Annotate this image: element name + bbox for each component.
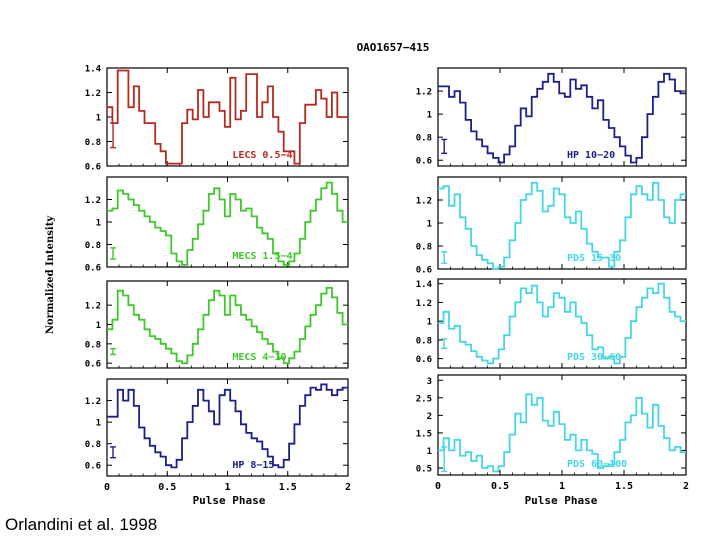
y-tick-label: 0.6	[416, 266, 432, 276]
y-tick-label: 0.8	[85, 241, 101, 251]
panel-pds-15-30: 0.6 0.8 1 1.2 PDS 15−30	[416, 176, 687, 276]
y-tick-label: 1	[96, 219, 101, 229]
y-tick-label: 0.6	[85, 360, 101, 370]
profile-line	[107, 69, 348, 165]
y-tick-label: 0.6	[85, 264, 101, 274]
x-tick-label: 1	[224, 482, 230, 493]
panel-frame	[106, 280, 349, 369]
panel-hp-10-20: 0.6 0.8 1 1.2 HP 10−20	[416, 67, 687, 167]
y-tick-label: 1	[427, 111, 432, 121]
band-label: MECS 1.5−4	[232, 251, 292, 262]
x-tick-label: 1	[559, 481, 565, 492]
y-tick-label: 2	[427, 412, 432, 422]
x-tick-label: 2	[345, 482, 351, 493]
band-label: LECS 0.5−4	[232, 150, 292, 161]
x-tick-label: 0.5	[491, 481, 509, 492]
panel-mecs-1.5-4: 0.6 0.8 1 1.2 MECS 1.5−4	[85, 176, 349, 274]
y-tick-label: 1.4	[85, 65, 102, 75]
panel-frame	[106, 67, 349, 167]
panel-frame	[437, 176, 687, 270]
panel-frame	[106, 176, 349, 268]
panel-frame	[437, 278, 687, 369]
y-axis-label: Normalized Intensity	[45, 215, 56, 335]
y-tick-label: 0.6	[416, 157, 432, 167]
y-tick-label: 0.8	[416, 336, 432, 346]
y-tick-label: 0.6	[85, 462, 101, 472]
profile-line	[438, 72, 686, 164]
y-tick-label: 1	[427, 220, 432, 230]
panel-frame	[437, 67, 687, 167]
y-tick-label: 0.8	[416, 134, 432, 144]
x-tick-label: 1.5	[615, 481, 633, 492]
y-tick-label: 1.2	[85, 302, 101, 312]
y-tick-label: 1.2	[416, 197, 432, 207]
y-tick-label: 2.5	[416, 394, 432, 404]
profile-line	[438, 282, 686, 365]
y-tick-label: 1	[96, 321, 101, 331]
x-tick-label: 0	[104, 482, 110, 493]
profile-line	[438, 181, 686, 270]
y-tick-label: 1.4	[416, 280, 433, 290]
band-label: HP 10−20	[567, 150, 615, 161]
band-label: PDS 60−100	[567, 459, 627, 470]
profile-line	[107, 181, 348, 266]
profile-line	[438, 393, 686, 473]
y-tick-label: 0.8	[85, 138, 101, 148]
figure-title: OAO1657−415	[357, 41, 430, 54]
x-tick-label: 0	[435, 481, 441, 492]
y-tick-label: 1.2	[416, 88, 432, 98]
band-label: PDS 30−60	[567, 352, 621, 363]
panel-lecs-0.5-4: 0.6 0.8 1 1.2 1.4 LECS 0.5−4	[85, 65, 349, 173]
y-tick-label: 1.2	[85, 397, 101, 407]
profile-line	[107, 286, 348, 365]
y-tick-label: 0.6	[416, 355, 432, 365]
y-tick-label: 1	[96, 114, 101, 124]
band-label: HP 8−15	[232, 460, 274, 471]
x-tick-label: 1.5	[279, 482, 297, 493]
y-tick-label: 0.8	[85, 340, 101, 350]
y-tick-label: 1.2	[85, 196, 101, 206]
y-tick-label: 3	[427, 377, 432, 387]
band-label: PDS 15−30	[567, 253, 621, 264]
y-tick-label: 1	[96, 419, 101, 429]
y-tick-label: 1.2	[85, 89, 101, 99]
x-tick-label: 0.5	[158, 482, 176, 493]
y-tick-label: 0.8	[416, 243, 432, 253]
y-tick-label: 1.5	[416, 429, 432, 439]
panel-pds-30-60: 0.6 0.8 1 1.2 1.4 PDS 30−60	[416, 278, 687, 369]
citation-credit: Orlandini et al. 1998	[5, 515, 158, 534]
panel-mecs-4-10: 0.6 0.8 1 1.2 MECS 4−10	[85, 280, 349, 370]
y-tick-label: 1	[427, 318, 432, 328]
y-tick-label: 1	[427, 447, 432, 457]
band-label: MECS 4−10	[232, 352, 286, 363]
y-tick-label: 1.2	[416, 299, 432, 309]
panel-hp-8-15: 0.6 0.8 1 1.2 0 0.5 1 1.5 2 HP 8−15	[85, 378, 351, 493]
x-tick-label: 2	[683, 481, 689, 492]
y-tick-label: 0.5	[416, 464, 432, 474]
y-tick-label: 0.8	[85, 440, 101, 450]
x-axis-label-right: Pulse Phase	[525, 494, 598, 507]
profile-line	[107, 383, 348, 469]
x-axis-label-left: Pulse Phase	[193, 494, 266, 507]
y-tick-label: 0.6	[85, 163, 101, 173]
